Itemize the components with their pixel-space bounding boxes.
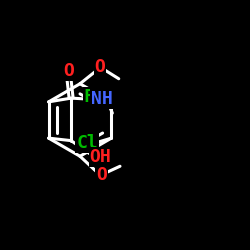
Text: Cl: Cl	[76, 134, 98, 152]
Text: NH: NH	[91, 90, 113, 108]
Text: F: F	[84, 88, 94, 106]
Text: O: O	[94, 58, 106, 76]
Text: O: O	[63, 62, 74, 80]
Text: O: O	[96, 166, 107, 184]
Text: OH: OH	[90, 148, 111, 166]
